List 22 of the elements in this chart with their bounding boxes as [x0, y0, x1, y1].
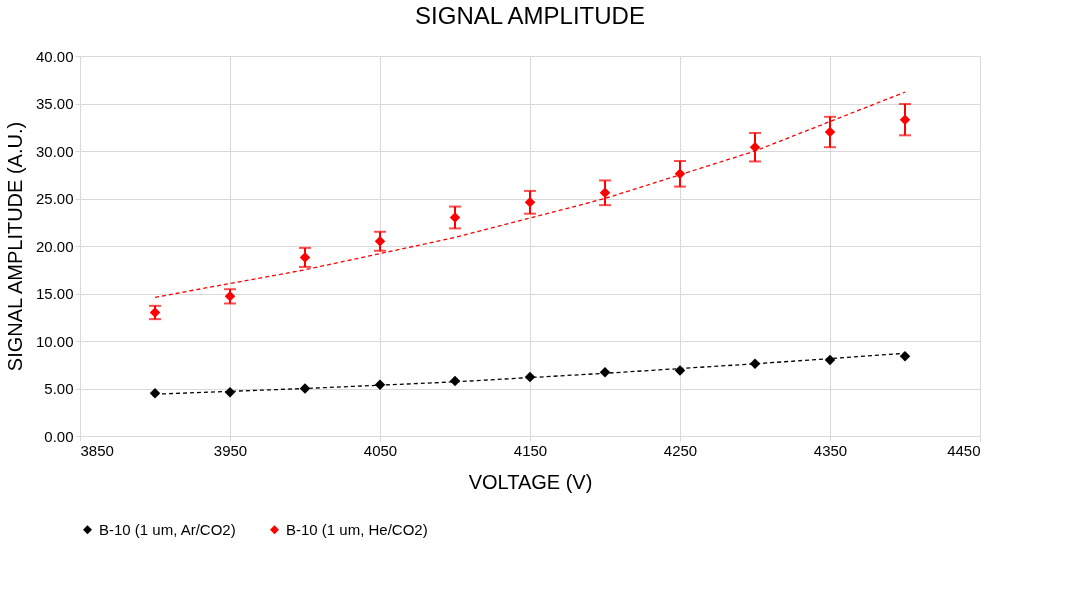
y-tick-label: 5.00 [44, 380, 74, 397]
y-tick-label: 30.00 [35, 142, 74, 160]
x-axis-title: VOLTAGE (V) [468, 470, 593, 493]
y-tick-label: 40.00 [35, 47, 74, 65]
y-tick-label: 0.00 [44, 427, 74, 445]
line-series [154, 91, 906, 298]
x-tick-label: 4150 [513, 441, 548, 459]
x-tick-label: 4350 [813, 441, 848, 459]
y-tick-label: 25.00 [35, 190, 74, 207]
y-tick-label: 15.00 [35, 285, 74, 302]
y-axis-title: SIGNAL AMPLITUDE (A.U.) [3, 121, 26, 372]
legend-label: B-10 (1 um, He/CO2) [286, 520, 428, 538]
legend-label: B-10 (1 um, Ar/CO2) [99, 520, 236, 538]
y-tick-label: 35.00 [35, 95, 74, 112]
y-tick-label: 20.00 [35, 237, 74, 255]
x-tick-label: 4050 [363, 441, 398, 459]
chart-title: SIGNAL AMPLITUDE [415, 2, 645, 29]
x-tick-label: 3950 [213, 441, 248, 459]
x-tick-label: 3850 [80, 441, 114, 459]
x-tick-label: 4450 [947, 441, 981, 459]
y-tick-label: 10.00 [35, 332, 74, 350]
x-tick-label: 4250 [663, 441, 698, 459]
